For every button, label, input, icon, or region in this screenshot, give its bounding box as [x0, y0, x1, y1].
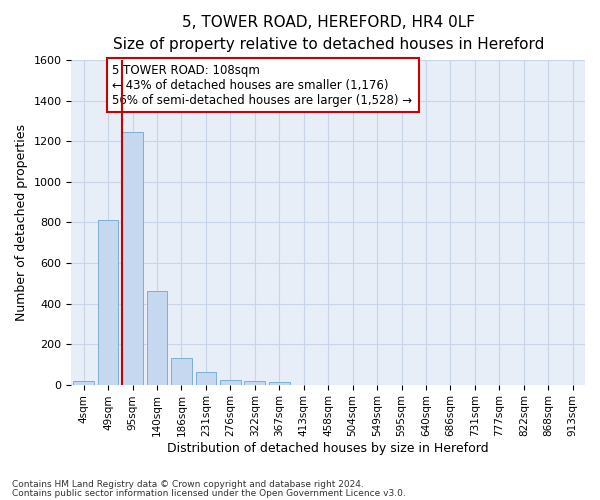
Bar [196, 372, 217, 384]
Text: 5 TOWER ROAD: 108sqm
← 43% of detached houses are smaller (1,176)
56% of semi-de: 5 TOWER ROAD: 108sqm ← 43% of detached h… [112, 64, 413, 106]
Bar [98, 220, 118, 384]
Bar [220, 380, 241, 384]
Y-axis label: Number of detached properties: Number of detached properties [15, 124, 28, 321]
Bar [73, 380, 94, 384]
Bar [244, 381, 265, 384]
Bar [269, 382, 290, 384]
Text: Contains HM Land Registry data © Crown copyright and database right 2024.: Contains HM Land Registry data © Crown c… [12, 480, 364, 489]
Title: 5, TOWER ROAD, HEREFORD, HR4 0LF
Size of property relative to detached houses in: 5, TOWER ROAD, HEREFORD, HR4 0LF Size of… [113, 15, 544, 52]
Bar [171, 358, 192, 384]
X-axis label: Distribution of detached houses by size in Hereford: Distribution of detached houses by size … [167, 442, 489, 455]
Bar [122, 132, 143, 384]
Text: Contains public sector information licensed under the Open Government Licence v3: Contains public sector information licen… [12, 488, 406, 498]
Bar [146, 292, 167, 384]
